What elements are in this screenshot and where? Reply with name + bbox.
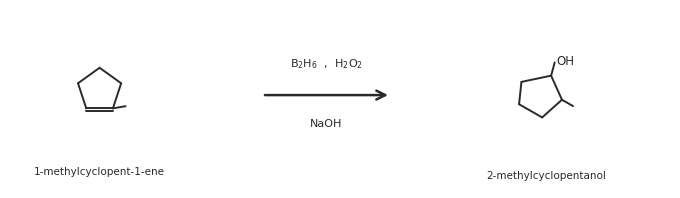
Text: OH: OH xyxy=(556,55,574,68)
Text: NaOH: NaOH xyxy=(310,119,343,129)
Text: 1-methylcyclopent-1-ene: 1-methylcyclopent-1-ene xyxy=(34,167,165,177)
Text: B$_2$H$_6$  ,  H$_2$O$_2$: B$_2$H$_6$ , H$_2$O$_2$ xyxy=(290,57,363,71)
Text: 2-methylcyclopentanol: 2-methylcyclopentanol xyxy=(487,171,607,181)
